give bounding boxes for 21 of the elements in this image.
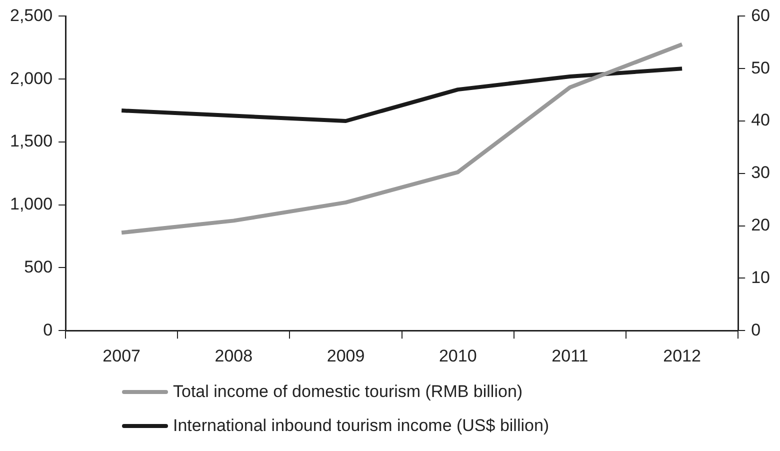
y-tick-label: 2,000 bbox=[10, 68, 53, 88]
y2-tick-label: 20 bbox=[751, 215, 770, 234]
y-tick-label: 2,500 bbox=[10, 6, 53, 25]
legend-label: Total income of domestic tourism (RMB billion) bbox=[173, 382, 523, 402]
x-tick-label: 2007 bbox=[102, 346, 140, 366]
x-tick-label: 2009 bbox=[326, 346, 365, 366]
x-tick-label: 2011 bbox=[552, 346, 588, 366]
y-tick-label: 0 bbox=[43, 320, 53, 340]
y2-tick-label: 40 bbox=[751, 110, 770, 130]
x-tick-label: 2010 bbox=[438, 346, 477, 366]
y-tick-label: 1,500 bbox=[10, 132, 53, 151]
y-tick-label: 1,000 bbox=[10, 194, 53, 214]
y2-tick-label: 30 bbox=[751, 163, 770, 182]
x-tick-label: 2012 bbox=[663, 346, 701, 366]
y2-tick-label: 0 bbox=[751, 320, 761, 340]
legend-label: International inbound tourism income (US$ billion) bbox=[173, 416, 550, 436]
y-tick-label: 500 bbox=[24, 257, 53, 276]
y2-tick-label: 10 bbox=[751, 268, 770, 287]
y2-tick-label: 50 bbox=[751, 58, 770, 78]
y2-tick-label: 60 bbox=[751, 6, 770, 25]
x-tick-label: 2008 bbox=[214, 346, 253, 366]
